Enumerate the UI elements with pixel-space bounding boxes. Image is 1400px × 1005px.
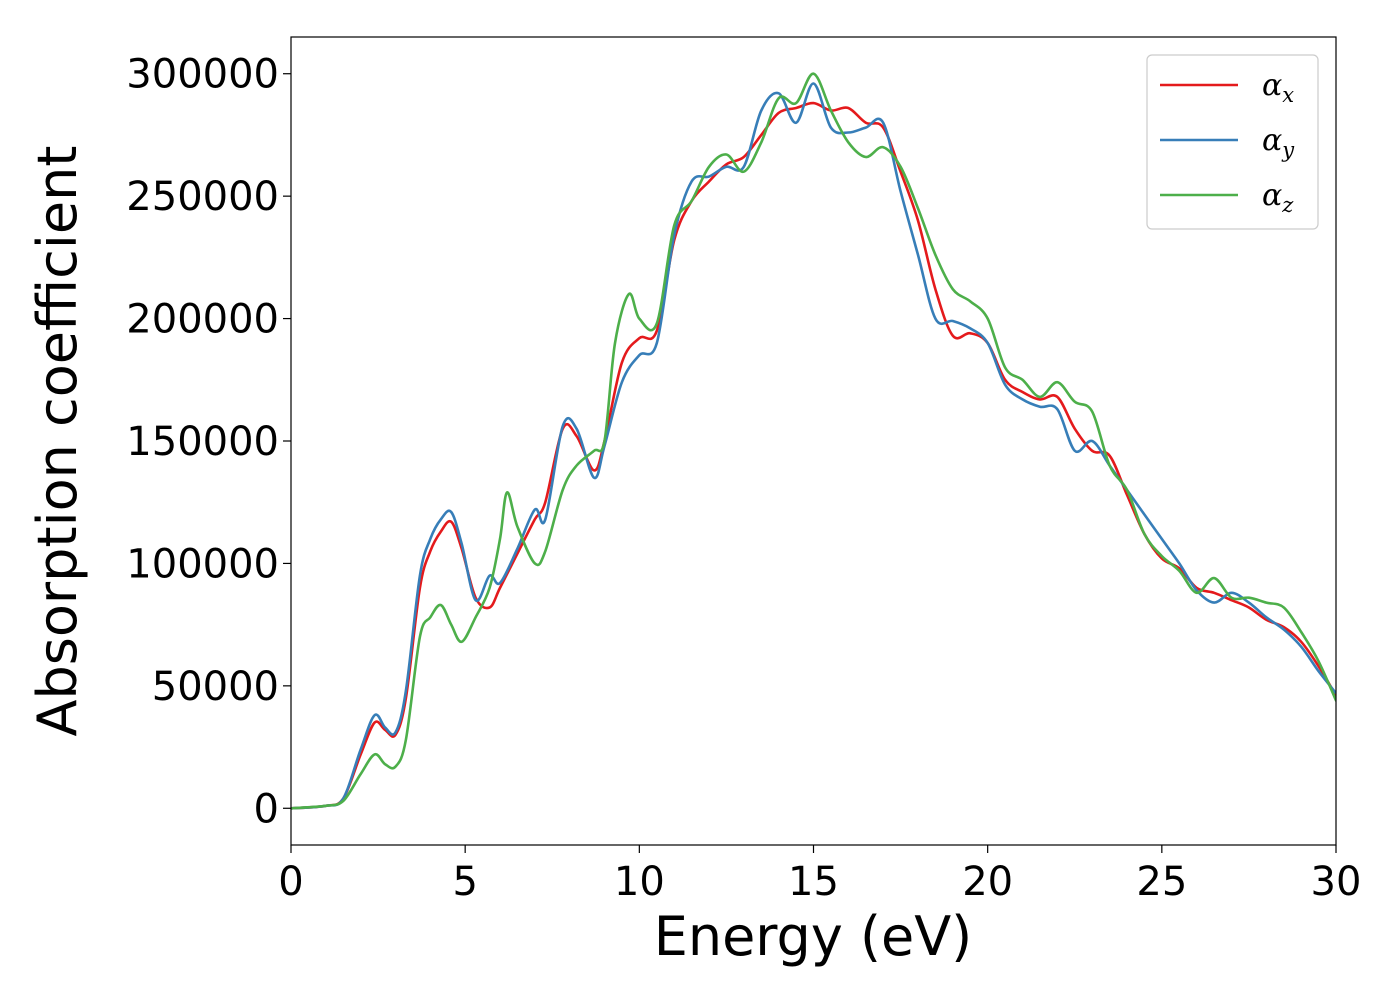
x-tick-label: 30	[1311, 859, 1362, 905]
y-tick-label: 200000	[126, 297, 279, 343]
legend-box	[1146, 54, 1319, 230]
y-axis: 0 50000 100000 150000 200000 250000 300000	[126, 52, 291, 832]
x-tick-label: 5	[452, 859, 477, 905]
x-tick-label: 25	[1136, 859, 1187, 905]
y-axis-title: Absorption coefficient	[26, 146, 89, 737]
series-line-y	[291, 82, 1336, 810]
series-layer	[291, 72, 1336, 810]
x-axis: 0 5 10 15 20 25 30	[278, 845, 1361, 905]
x-axis-title: Energy (eV)	[654, 905, 973, 968]
x-tick-label: 20	[962, 859, 1013, 905]
y-tick-label: 0	[254, 786, 279, 832]
y-tick-label: 300000	[126, 52, 279, 98]
x-tick-label: 15	[788, 859, 839, 905]
y-tick-label: 100000	[126, 541, 279, 587]
y-tick-label: 150000	[126, 419, 279, 465]
y-tick-label: 250000	[126, 174, 279, 220]
x-tick-label: 0	[278, 859, 303, 905]
x-tick-label: 10	[614, 859, 665, 905]
series-line-z	[291, 72, 1336, 810]
y-tick-label: 50000	[152, 664, 279, 710]
